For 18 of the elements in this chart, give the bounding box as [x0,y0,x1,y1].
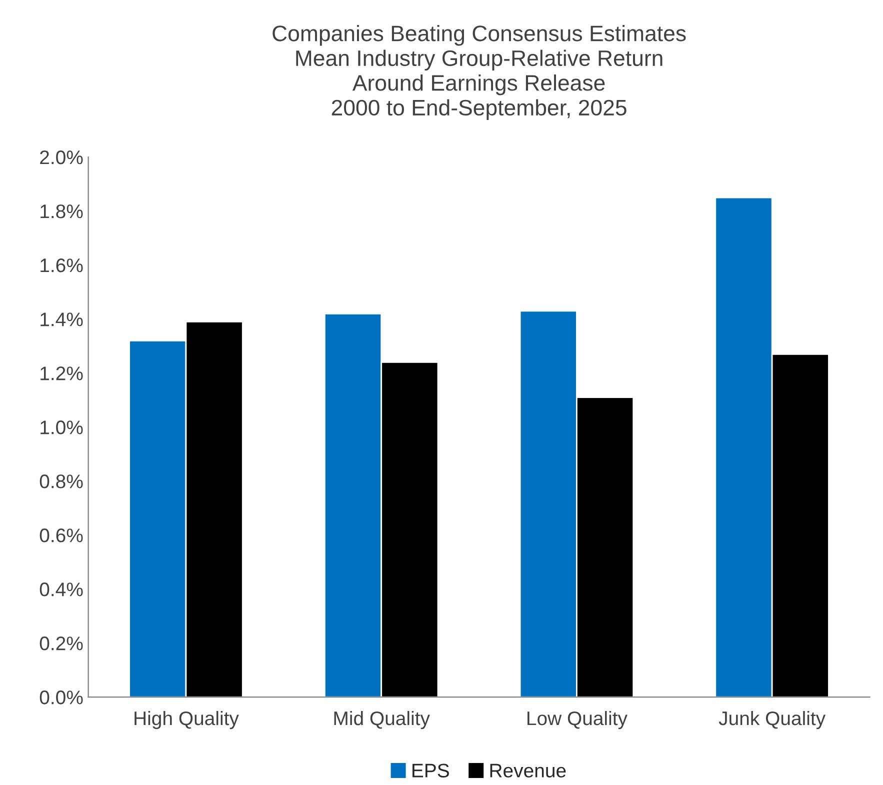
y-tick-label: 1.4% [40,312,83,326]
y-tick-label: 0.6% [40,528,83,542]
chart-title: Companies Beating Consensus Estimates Mean Industry Group-Relative Return Around Earnings Release 2000 to End-September, 2025 [272,25,686,120]
y-tick-label: 0.8% [40,474,83,488]
x-tick-label: Junk Quality [718,710,826,730]
y-tick-label: 0.2% [40,636,83,650]
y-tick-label: 0.0% [40,690,83,704]
x-tick-label: Low Quality [528,710,628,730]
y-tick-label: 2.0% [40,150,83,164]
y-tick-label: 1.8% [40,204,83,218]
legend-label: Revenue [490,764,566,778]
legend-label: EPS [412,764,449,778]
y-tick-label: 1.2% [40,366,83,380]
y-tick-label: 0.4% [40,582,83,596]
y-tick-label: 1.6% [40,258,83,272]
x-tick-label: Mid Quality [334,710,430,730]
x-tick-label: High Quality [134,710,239,730]
y-tick-label: 1.0% [40,420,83,434]
